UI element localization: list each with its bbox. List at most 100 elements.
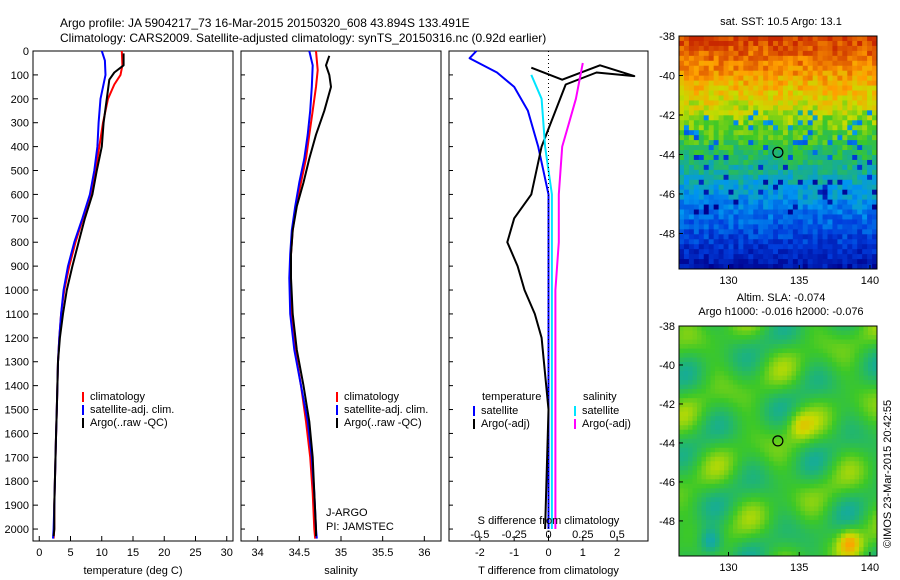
map-cell	[693, 199, 700, 205]
map-cell	[854, 488, 860, 494]
map-cell	[812, 95, 818, 101]
map-cell	[818, 483, 824, 489]
map-cell	[867, 209, 873, 215]
map-cell	[791, 389, 797, 395]
map-cell	[758, 219, 764, 225]
map-cell	[809, 353, 815, 358]
map-cell	[742, 501, 747, 507]
map-cell	[868, 326, 873, 331]
map-cell	[751, 524, 756, 530]
map-cell	[812, 85, 818, 91]
map-cell	[764, 402, 770, 408]
map-cell	[836, 492, 842, 498]
map-cell	[792, 115, 799, 121]
map-cell	[791, 479, 797, 485]
map-cell	[863, 420, 869, 426]
map-cell	[697, 452, 702, 458]
map-cell	[852, 140, 858, 146]
map-cell	[763, 169, 769, 176]
map-cell	[733, 140, 739, 146]
map-cell	[850, 551, 855, 557]
map-cell	[872, 488, 878, 494]
map-cell	[809, 506, 815, 512]
map-cell	[847, 85, 853, 91]
map-cell	[683, 154, 690, 161]
map-cell	[733, 219, 739, 225]
map-cell	[827, 326, 833, 331]
map-cell	[764, 510, 770, 516]
map-cell	[703, 140, 710, 146]
map-cell	[760, 375, 765, 381]
map-cell	[823, 524, 828, 530]
map-cell	[733, 434, 738, 440]
map-cell	[760, 524, 765, 530]
map-cell	[742, 515, 747, 521]
map-cell	[773, 159, 779, 166]
map-cell	[868, 366, 873, 372]
map-cell	[782, 546, 788, 552]
map-cell	[868, 537, 873, 543]
map-cell	[809, 443, 815, 449]
map-cell	[755, 537, 761, 543]
map-cell	[787, 510, 792, 516]
map-cell	[769, 506, 774, 512]
map-cell	[773, 80, 779, 86]
map-cell	[764, 515, 770, 521]
map-cell	[859, 501, 864, 507]
map-cell	[791, 506, 797, 512]
map-cell	[818, 501, 824, 507]
map-cell	[867, 199, 873, 205]
map-cell	[845, 429, 851, 435]
map-cell	[718, 115, 724, 121]
map-cell	[782, 551, 788, 557]
map-cell	[693, 154, 700, 161]
map-cell	[715, 326, 720, 331]
map-cell	[872, 154, 878, 161]
map-cell	[755, 465, 761, 471]
map-cell	[719, 438, 725, 444]
map-cell	[706, 456, 711, 462]
map-cell	[832, 55, 838, 62]
map-cell	[854, 384, 860, 390]
map-cell	[814, 497, 819, 503]
map-cell	[719, 452, 725, 458]
map-cell	[728, 75, 734, 82]
map-cell	[758, 154, 764, 161]
map-cell	[764, 551, 770, 557]
map-cell	[845, 447, 851, 453]
map-cell	[763, 60, 769, 67]
map-cell	[738, 95, 744, 101]
map-cell	[872, 438, 878, 444]
map-cell	[760, 353, 765, 358]
map-cell	[872, 353, 878, 358]
map-cell	[778, 189, 784, 196]
map-cell	[782, 140, 789, 146]
map-cell	[827, 398, 833, 404]
map-cell	[688, 85, 695, 91]
map-cell	[852, 164, 858, 171]
map-cell	[698, 179, 705, 186]
map-cell	[845, 416, 851, 422]
map-cell	[728, 40, 734, 47]
map-cell	[715, 551, 720, 557]
map-cell	[857, 130, 863, 136]
map-cell	[701, 528, 707, 534]
map-cell	[847, 105, 853, 111]
map-cell	[683, 135, 690, 141]
map-cell	[713, 150, 719, 156]
map-cell	[718, 204, 724, 210]
map-cell	[807, 95, 814, 101]
map-cell	[863, 384, 869, 390]
map-cell	[683, 204, 690, 210]
map-cell	[679, 398, 684, 404]
map-cell	[792, 214, 799, 220]
map-cell	[688, 483, 693, 489]
map-cell	[748, 264, 754, 270]
map-cell	[708, 85, 715, 91]
map-cell	[818, 488, 824, 494]
map-cell	[832, 470, 837, 476]
map-cell	[805, 411, 810, 417]
map-cell	[768, 204, 774, 210]
map-cell	[836, 483, 842, 489]
map-cell	[827, 219, 833, 225]
